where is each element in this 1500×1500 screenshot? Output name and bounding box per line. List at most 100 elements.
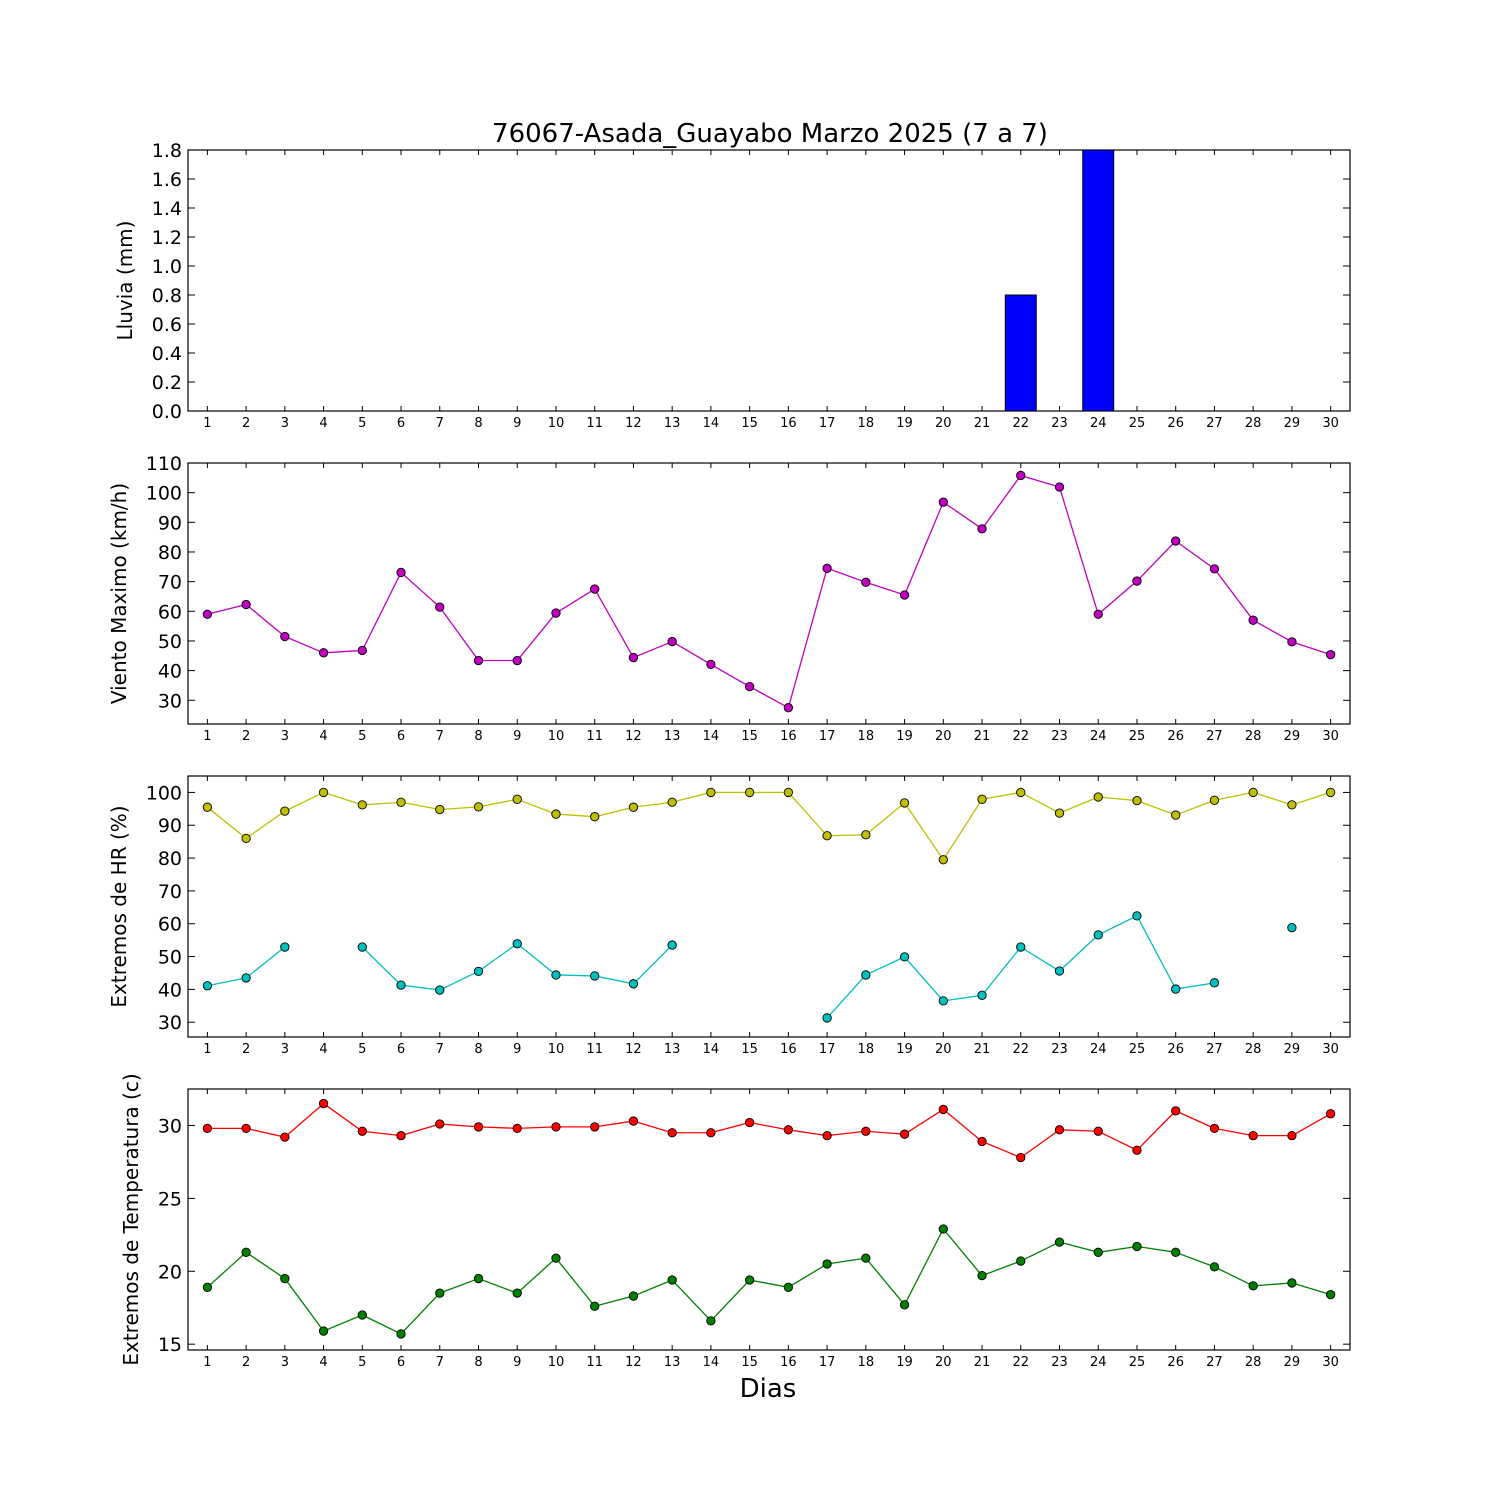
x-tick-label: 26 — [1167, 1355, 1184, 1370]
series-1-point — [473, 966, 484, 976]
series-0-point — [435, 602, 445, 612]
series-0-segment — [1097, 580, 1138, 615]
y-tick-label: 30 — [158, 690, 182, 712]
series-0-point — [396, 1131, 406, 1141]
series-0-segment — [1291, 1113, 1331, 1137]
series-1-segment — [323, 1314, 363, 1332]
x-tick-label: 28 — [1245, 1355, 1262, 1370]
series-1-point — [1132, 911, 1142, 921]
series-1-point — [783, 1282, 794, 1292]
x-tick-label: 21 — [974, 1355, 991, 1370]
y-tick-label: 15 — [158, 1334, 182, 1356]
x-tick-label: 30 — [1322, 416, 1339, 431]
series-1-segment — [207, 977, 247, 987]
x-tick-label: 12 — [625, 1355, 642, 1370]
series-0-segment — [1252, 791, 1293, 806]
x-tick-label: 11 — [586, 1355, 603, 1370]
x-tick-label: 8 — [474, 1355, 482, 1370]
series-0-segment — [1136, 540, 1177, 582]
series-0-segment — [1291, 791, 1331, 806]
series-0-segment — [749, 1121, 789, 1131]
series-1-segment — [981, 946, 1022, 996]
x-tick-label: 21 — [974, 1042, 991, 1057]
series-1-point — [241, 1247, 251, 1257]
series-0-point — [744, 681, 755, 692]
x-tick-label: 16 — [780, 1355, 797, 1370]
series-1-segment — [1175, 982, 1215, 990]
x-tick-label: 14 — [703, 1355, 720, 1370]
series-0-point — [899, 590, 910, 600]
x-tick-label: 16 — [780, 416, 797, 431]
series-0-segment — [865, 802, 905, 836]
series-1-segment — [516, 1257, 557, 1294]
series-0-point — [280, 1132, 290, 1142]
x-tick-label: 12 — [625, 1042, 642, 1057]
series-0-point — [977, 1136, 987, 1147]
series-0-segment — [942, 1108, 983, 1142]
x-tick-label: 1 — [203, 1042, 211, 1057]
series-0-point — [318, 648, 329, 658]
series-0-segment — [904, 802, 944, 861]
series-0-point — [822, 831, 832, 841]
series-0-segment — [1020, 474, 1060, 488]
x-tick-label: 10 — [548, 416, 565, 431]
series-1-segment — [594, 975, 634, 985]
series-1-point — [1016, 1256, 1026, 1266]
x-tick-label: 17 — [819, 416, 836, 431]
x-tick-label: 28 — [1245, 729, 1262, 744]
series-0-point — [202, 802, 213, 812]
x-tick-label: 7 — [436, 416, 444, 431]
series-0-segment — [439, 606, 480, 661]
series-0-segment — [1213, 568, 1254, 621]
x-tick-label: 10 — [548, 1042, 565, 1057]
series-0-segment — [1058, 486, 1099, 615]
x-tick-label: 24 — [1090, 416, 1107, 431]
series-1-point — [1209, 1262, 1220, 1272]
series-0-point — [783, 703, 794, 713]
series-0-segment — [710, 1121, 750, 1134]
series-1-segment — [1097, 915, 1138, 936]
series-0-segment — [1020, 1129, 1060, 1159]
series-1-point — [861, 970, 871, 980]
x-tick-label: 1 — [203, 1355, 211, 1370]
series-0-point — [706, 787, 716, 798]
y-tick-label: 40 — [158, 661, 182, 683]
x-tick-label: 24 — [1090, 729, 1107, 744]
y-tick-label: 50 — [158, 631, 182, 653]
y-tick-label: 1.0 — [152, 256, 182, 278]
series-0-point — [1325, 1109, 1336, 1119]
series-1-segment — [865, 1257, 906, 1306]
y-tick-label: 80 — [158, 848, 182, 870]
series-1-segment — [1059, 934, 1099, 972]
series-0-point — [1054, 1125, 1065, 1135]
series-0-segment — [1136, 800, 1176, 816]
series-0-segment — [1097, 1130, 1138, 1151]
x-tick-label: 18 — [858, 1042, 875, 1057]
x-tick-label: 9 — [513, 1042, 521, 1057]
series-1-point — [1132, 1241, 1142, 1252]
x-tick-label: 12 — [625, 416, 642, 431]
x-tick-label: 26 — [1167, 1042, 1184, 1057]
series-1-segment — [400, 1292, 441, 1335]
x-tick-label: 22 — [1012, 1042, 1029, 1057]
series-0-segment — [633, 640, 673, 659]
x-tick-label: 19 — [896, 729, 913, 744]
x-tick-label: 28 — [1245, 416, 1262, 431]
series-0-point — [241, 599, 251, 610]
series-0-segment — [942, 501, 983, 530]
series-1-segment — [400, 984, 440, 991]
x-tick-label: 11 — [586, 729, 603, 744]
x-tick-label: 20 — [935, 1355, 952, 1370]
x-tick-label: 25 — [1129, 729, 1146, 744]
x-tick-label: 8 — [474, 729, 482, 744]
x-tick-label: 30 — [1322, 729, 1339, 744]
x-tick-label: 27 — [1206, 416, 1223, 431]
series-1-segment — [1291, 1282, 1331, 1296]
x-tick-label: 13 — [664, 1355, 681, 1370]
series-1-point — [744, 1275, 755, 1285]
series-0-point — [1132, 576, 1142, 586]
series-0-segment — [1252, 619, 1293, 643]
y-tick-label: 40 — [158, 979, 182, 1001]
y-tick-label: 90 — [158, 512, 182, 534]
series-1-point — [1209, 978, 1220, 988]
